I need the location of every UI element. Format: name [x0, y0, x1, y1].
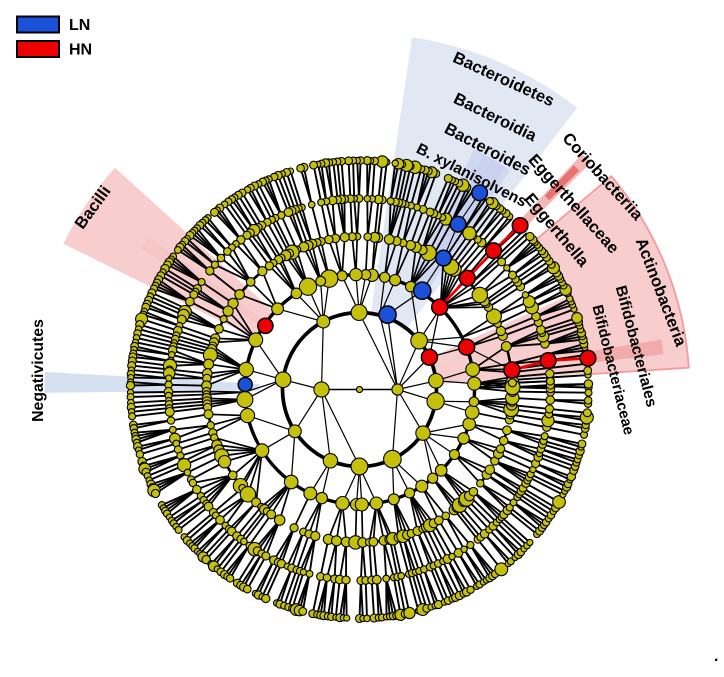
svg-text:.: .	[714, 648, 718, 665]
svg-text:HN: HN	[69, 42, 92, 59]
svg-text:Negativicutes: Negativicutes	[30, 319, 47, 422]
svg-text:LN: LN	[69, 17, 90, 34]
